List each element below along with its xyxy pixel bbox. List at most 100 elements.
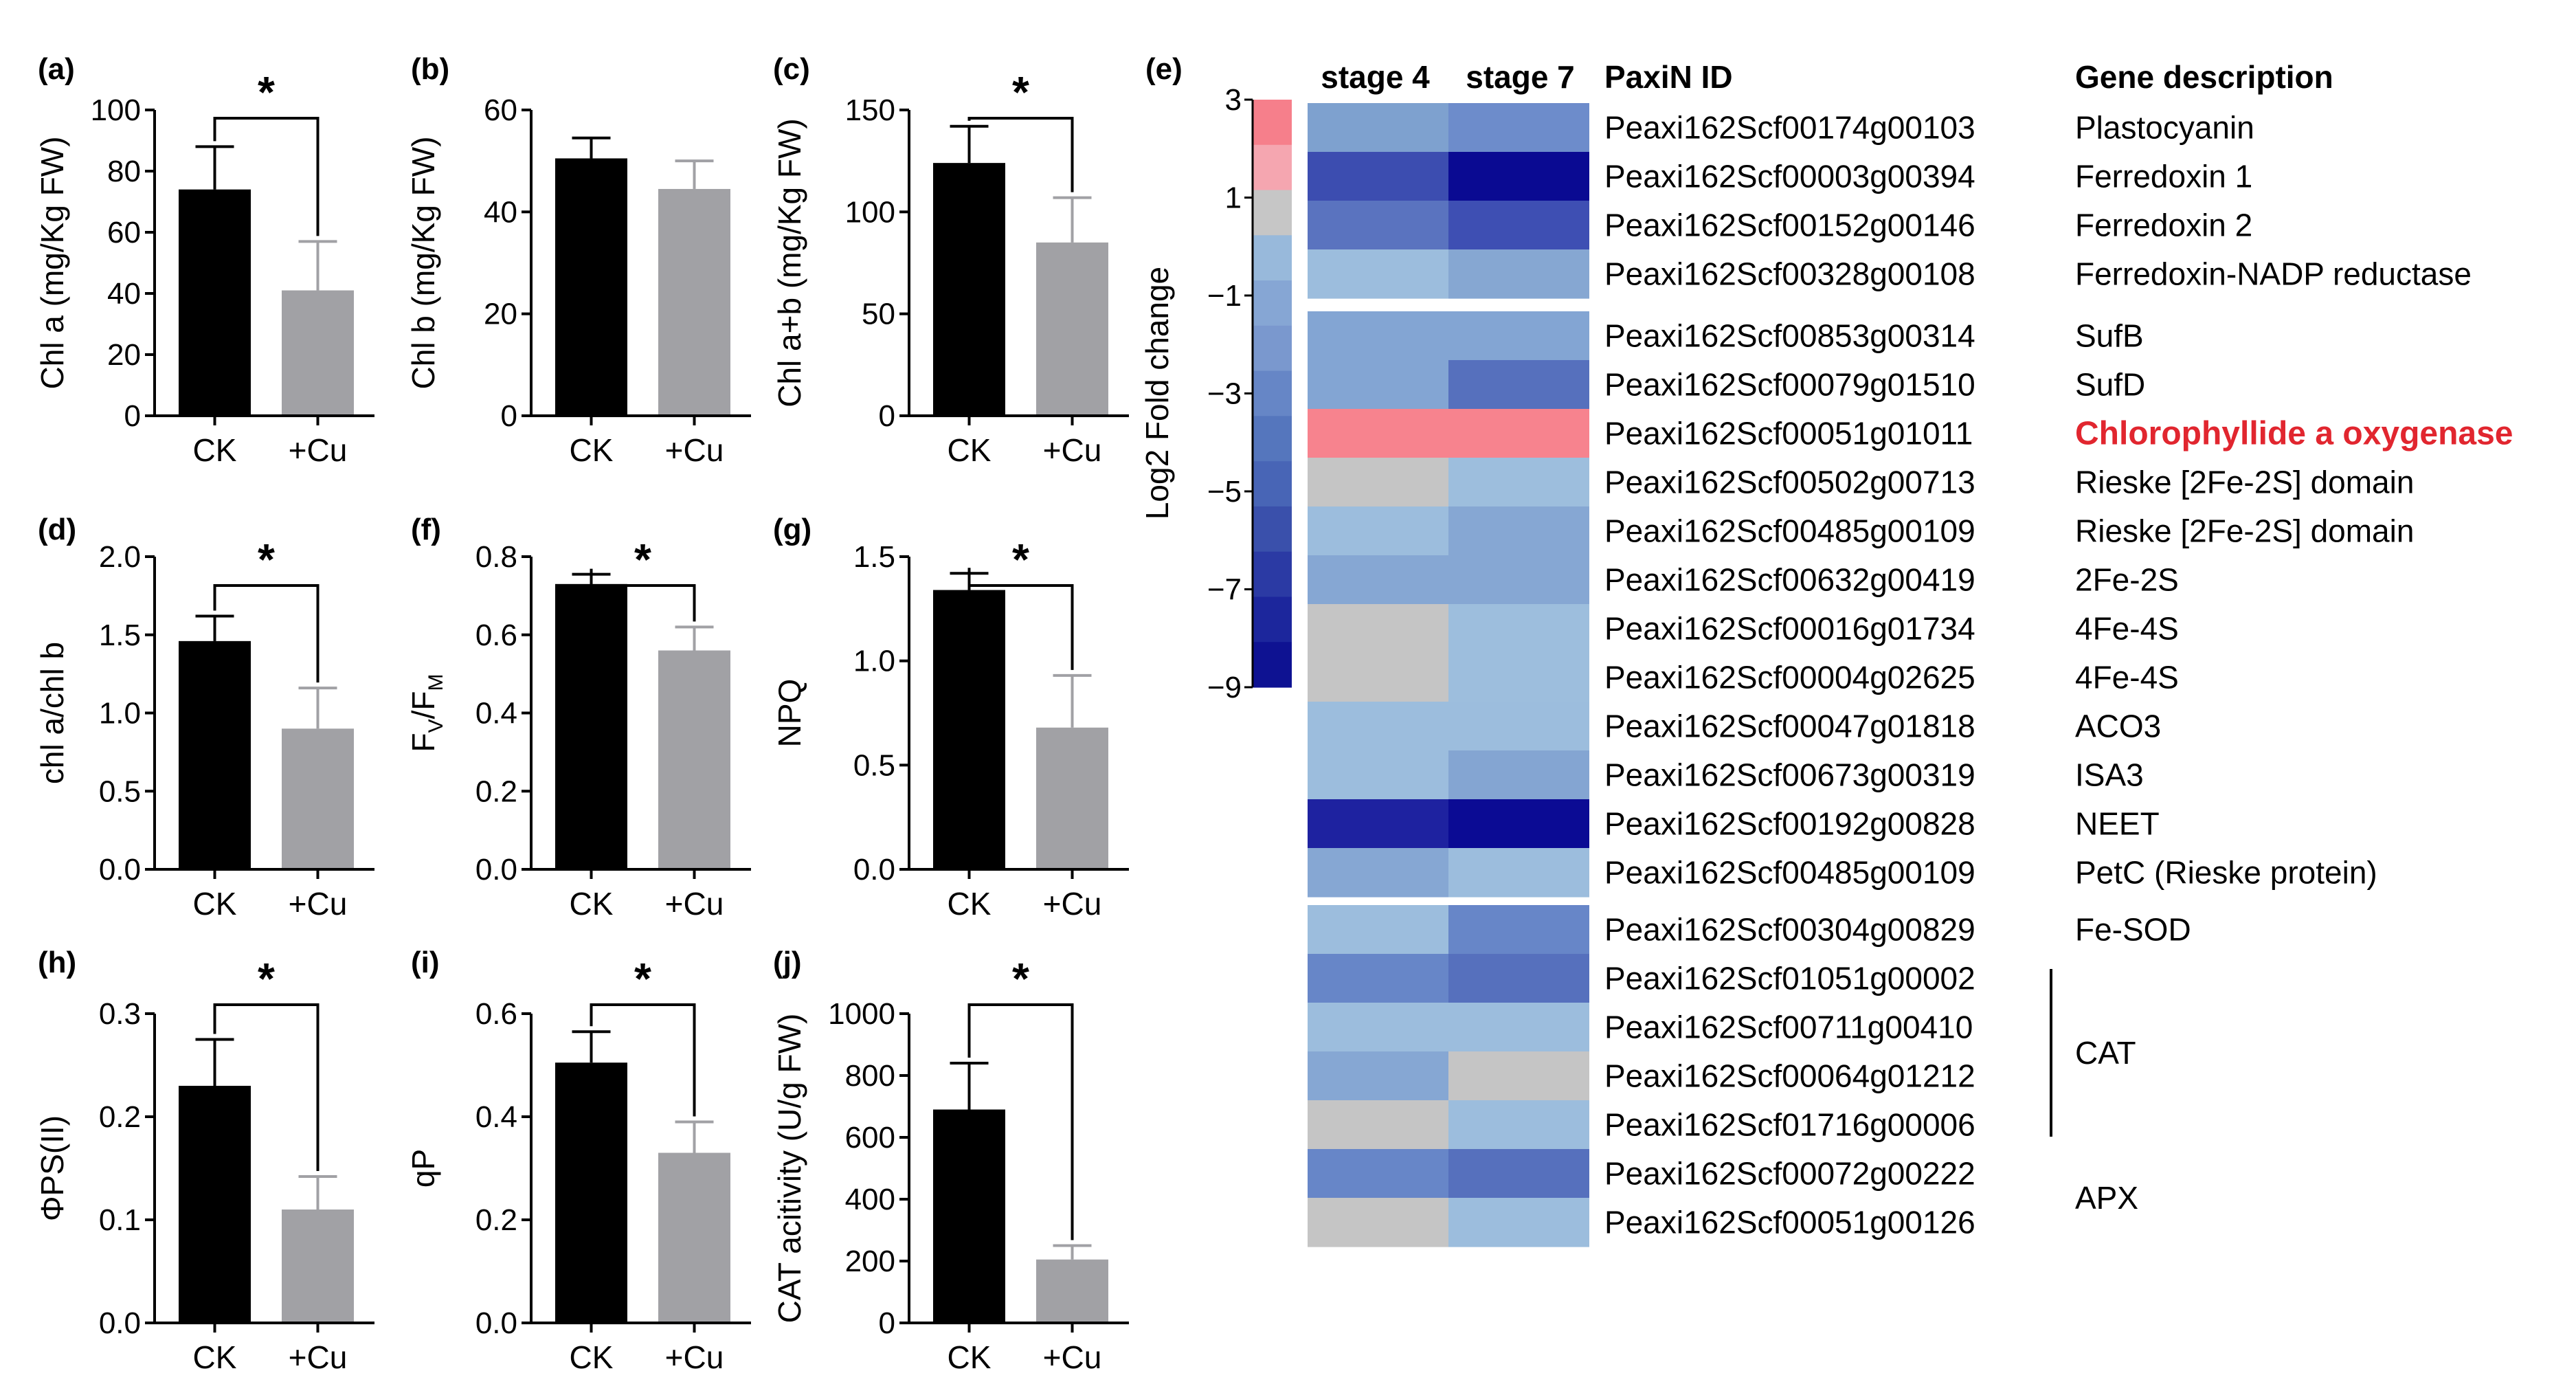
- heatmap-cell-stage7: [1448, 604, 1589, 654]
- bar-cu: [282, 290, 354, 416]
- heatmap-cell-stage7: [1448, 152, 1589, 201]
- significance-star: *: [634, 535, 651, 584]
- heatmap-row: Peaxi162Scf00192g00828 NEET: [1308, 799, 2160, 849]
- heatmap-cell-stage4: [1308, 1051, 1448, 1101]
- x-tick-label: CK: [193, 886, 237, 922]
- y-axis-label: CAT acitivity (U/g FW): [772, 1014, 807, 1324]
- colorbar-segment: [1253, 280, 1292, 326]
- heatmap-row: Peaxi162Scf00004g02625 4Fe-4S: [1308, 653, 2179, 702]
- gene-description: Ferredoxin 1: [2075, 159, 2252, 194]
- significance-bracket: [967, 117, 1074, 192]
- y-axis-label-part: F: [405, 733, 441, 752]
- heatmap-cell-stage4: [1308, 506, 1448, 556]
- colorbar-tick-label: −9: [1207, 671, 1242, 704]
- bar-cu: [1036, 242, 1108, 416]
- gene-description: 4Fe-4S: [2075, 660, 2179, 695]
- panel-b: (b) 0 20 40 60 CK +Cu Chl b (mg/Kg FW): [405, 52, 751, 468]
- heatmap-cell-stage4: [1308, 249, 1448, 299]
- y-axis-label: Chl a+b (mg/Kg FW): [772, 118, 807, 408]
- panel-label: (j): [773, 946, 802, 979]
- bar-ck: [555, 583, 627, 869]
- heatmap-cell-stage4: [1308, 905, 1448, 955]
- significance-star: *: [258, 954, 275, 1003]
- heatmap-cell-stage7: [1448, 1198, 1589, 1247]
- y-tick-label: 20: [484, 298, 517, 331]
- heatmap-cell-stage4: [1308, 103, 1448, 153]
- panel-c: (c) 0 50 100 150 CK +Cu Chl a+b (mg/Kg FW) *: [772, 52, 1129, 468]
- panel-j: (j) 0 200 400 600 800 1000 CK +Cu CAT acitivity (…: [772, 946, 1129, 1375]
- gene-id: Peaxi162Scf00711g00410: [1604, 1010, 1973, 1045]
- heatmap-cell-stage4: [1308, 702, 1448, 751]
- heatmap-row: Peaxi162Scf00853g00314 SufB: [1308, 311, 2144, 361]
- y-tick-label: 0.2: [99, 1100, 141, 1134]
- panel-e: (e) 3 1 −1 −3 −5 −7 −9 Log2 Fold change stage 4 st…: [1139, 52, 2513, 1247]
- significance-star: *: [1012, 954, 1029, 1003]
- gene-description: ACO3: [2075, 709, 2161, 744]
- y-tick-label: 20: [107, 338, 141, 372]
- heatmap-cell-stage4: [1308, 954, 1448, 1003]
- y-tick-label: 1.0: [853, 645, 895, 678]
- x-tick-label: CK: [570, 432, 614, 468]
- apx-label: APX: [2075, 1180, 2138, 1216]
- x-tick-label: CK: [570, 886, 614, 922]
- heatmap-cell-stage7: [1448, 750, 1589, 800]
- panel-label: (e): [1145, 52, 1183, 86]
- y-tick-label: 40: [484, 195, 517, 229]
- column-header: stage 4: [1321, 59, 1430, 95]
- gene-description: 2Fe-2S: [2075, 562, 2179, 598]
- heatmap-cell-stage4: [1308, 1003, 1448, 1052]
- heatmap-cell-stage7: [1448, 702, 1589, 751]
- y-tick-label: 0.2: [475, 1203, 517, 1237]
- x-tick-label: +Cu: [665, 1339, 724, 1375]
- colorbar-segment: [1253, 235, 1292, 281]
- y-tick-label: 800: [845, 1059, 895, 1093]
- heatmap-cell-stage7: [1448, 458, 1589, 507]
- heatmap-cell-stage7: [1448, 1003, 1589, 1052]
- bar-ck: [933, 163, 1005, 416]
- gene-description: ISA3: [2075, 757, 2144, 793]
- y-tick-label: 0.5: [853, 748, 895, 782]
- gene-id: Peaxi162Scf00152g00146: [1604, 208, 1975, 243]
- heatmap-row: Peaxi162Scf00051g00126: [1308, 1198, 1975, 1247]
- significance-star: *: [1012, 67, 1029, 117]
- heatmap-row: Peaxi162Scf01051g00002: [1308, 954, 1975, 1003]
- y-tick-label: 1000: [828, 997, 895, 1031]
- gene-id: Peaxi162Scf00004g02625: [1604, 660, 1975, 695]
- heatmap-cell-stage7: [1448, 249, 1589, 299]
- heatmap-row: Peaxi162Scf00304g00829 Fe-SOD: [1308, 905, 2191, 955]
- y-tick-label: 150: [845, 93, 895, 127]
- id-header: PaxiN ID: [1604, 59, 1733, 95]
- colorbar-segment: [1253, 100, 1292, 146]
- heatmap-cell-stage7: [1448, 409, 1589, 458]
- y-tick-label: 60: [484, 93, 517, 127]
- panel-f: (f) 0.0 0.2 0.4 0.6 0.8 CK +Cu FV/FM *: [405, 513, 751, 922]
- heatmap-row: Peaxi162Scf00003g00394 Ferredoxin 1: [1308, 152, 2252, 201]
- y-axis-label: Chl a (mg/Kg FW): [34, 136, 70, 389]
- panel-d: (d) 0.0 0.5 1.0 1.5 2.0 CK +Cu chl a/chl b *: [34, 513, 374, 922]
- significance-bracket: [967, 568, 1074, 670]
- heatmap-cell-stage7: [1448, 311, 1589, 361]
- y-tick-label: 0.0: [99, 853, 141, 887]
- gene-id: Peaxi162Scf01051g00002: [1604, 961, 1975, 996]
- y-axis-label-part: V: [425, 719, 447, 733]
- panel-label: (i): [411, 946, 440, 979]
- heatmap-row: Peaxi162Scf00673g00319 ISA3: [1308, 750, 2144, 800]
- significance-star: *: [258, 535, 275, 584]
- x-tick-label: +Cu: [1043, 886, 1102, 922]
- colorbar-tick-label: −3: [1207, 377, 1242, 411]
- heatmap-cell-stage7: [1448, 653, 1589, 702]
- y-tick-label: 100: [845, 195, 895, 229]
- y-tick-label: 0.0: [475, 1306, 517, 1340]
- colorbar-tick-label: 1: [1225, 181, 1242, 215]
- panel-label: (c): [773, 52, 810, 86]
- colorbar-segment: [1253, 190, 1292, 236]
- heatmap-row: Peaxi162Scf00047g01818 ACO3: [1308, 702, 2161, 751]
- heatmap-row: Peaxi162Scf00328g00108 Ferredoxin-NADP re…: [1308, 249, 2472, 299]
- x-tick-label: CK: [948, 886, 992, 922]
- heatmap-row: Peaxi162Scf00072g00222: [1308, 1149, 1975, 1199]
- bar-cu: [1036, 1259, 1108, 1323]
- panel-g: (g) 0.0 0.5 1.0 1.5 CK +Cu NPQ *: [772, 513, 1129, 922]
- heatmap-cell-stage7: [1448, 905, 1589, 955]
- heatmap-cell-stage7: [1448, 103, 1589, 153]
- significance-star: *: [1012, 535, 1029, 584]
